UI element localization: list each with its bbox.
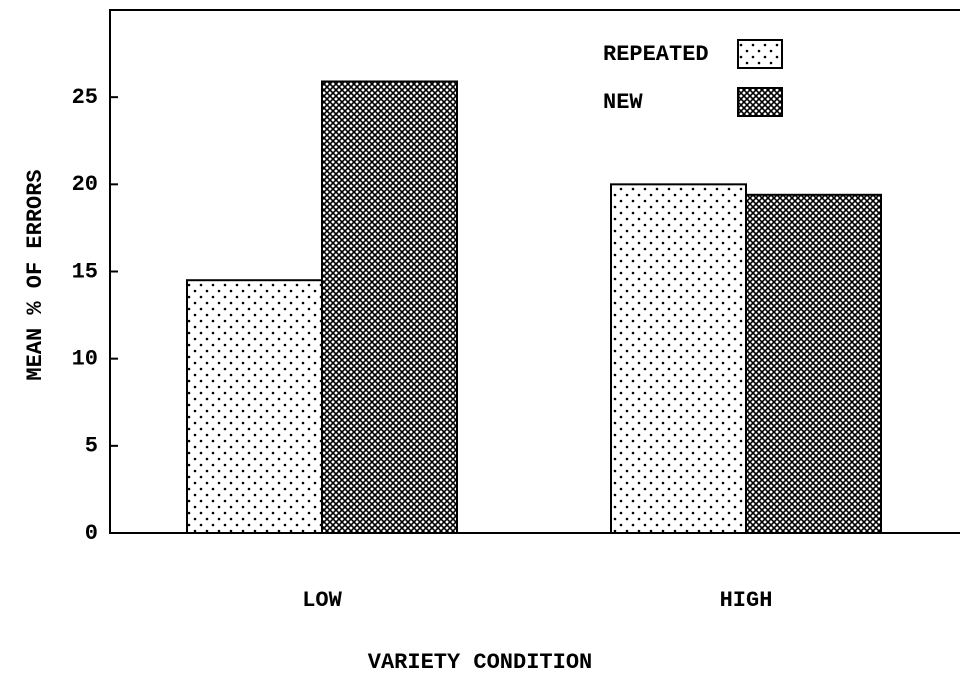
y-tick-label: 10 — [72, 346, 98, 371]
y-tick-label: 5 — [85, 434, 98, 459]
y-axis-label: MEAN % OF ERRORS — [23, 169, 48, 380]
x-tick-label: HIGH — [720, 588, 773, 613]
bar — [186, 279, 323, 535]
y-tick-label: 20 — [72, 172, 98, 197]
legend-swatch — [737, 87, 783, 117]
bar — [321, 80, 458, 535]
legend-swatch — [737, 39, 783, 69]
x-tick-label: LOW — [302, 588, 342, 613]
bar — [745, 193, 882, 534]
legend-label: REPEATED — [603, 42, 709, 67]
x-axis-label: VARIETY CONDITION — [368, 650, 592, 675]
bar — [610, 183, 747, 534]
y-tick-label: 0 — [85, 521, 98, 546]
y-tick-label: 15 — [72, 259, 98, 284]
legend-label: NEW — [603, 90, 643, 115]
y-tick-label: 25 — [72, 85, 98, 110]
